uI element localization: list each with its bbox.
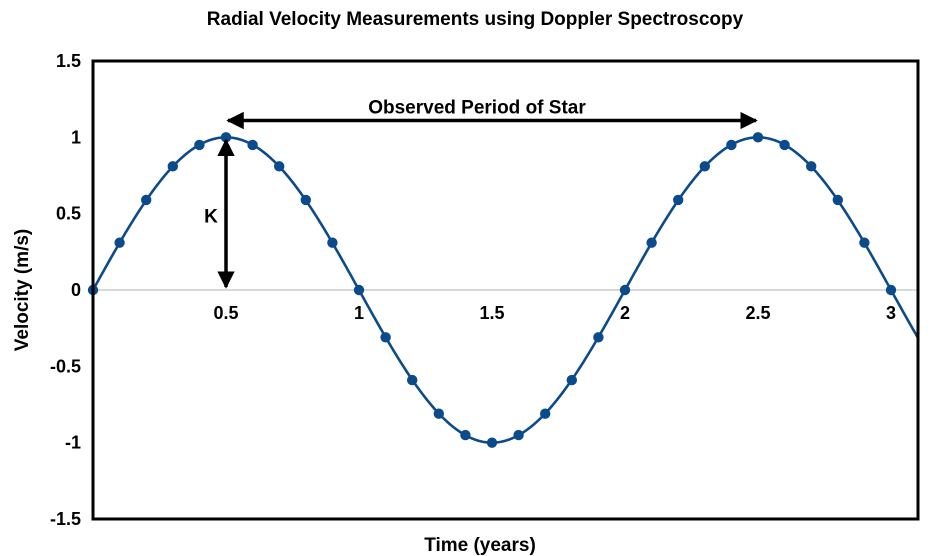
data-point [673, 194, 684, 206]
y-axis-label: Velocity (m/s) [12, 229, 33, 352]
data-point [540, 408, 551, 419]
data-point [380, 332, 391, 343]
x-tick-label: 2 [620, 303, 630, 323]
data-point [779, 139, 790, 151]
x-tick-label: 0.5 [213, 303, 238, 323]
chart-title: Radial Velocity Measurements using Doppl… [207, 9, 744, 30]
data-point [247, 139, 258, 151]
data-point [114, 237, 125, 248]
plot-area: 1.5 1 0.5 0 -0.5 -1 -1.5 0.5 1 1.5 2 2.5 3 Observed P… [50, 51, 920, 529]
data-point [726, 139, 737, 151]
data-point [699, 161, 710, 172]
y-tick-label: 0 [71, 280, 81, 300]
x-tick-label: 1.5 [479, 303, 504, 323]
data-point [486, 437, 498, 448]
data-point [752, 132, 764, 143]
data-point [619, 284, 631, 296]
data-point [433, 408, 444, 419]
data-point [300, 194, 311, 206]
data-point [274, 161, 285, 172]
data-point [141, 194, 152, 206]
period-label: Observed Period of Star [368, 98, 586, 119]
x-tick-label: 2.5 [745, 303, 770, 323]
data-point [460, 429, 471, 441]
y-tick-label: 1 [71, 127, 81, 147]
data-point [327, 237, 338, 248]
x-tick-label: 1 [354, 303, 364, 323]
data-point [167, 161, 178, 172]
data-point [885, 284, 897, 296]
data-point [194, 139, 205, 151]
data-point [593, 332, 604, 343]
data-point [806, 161, 817, 172]
data-point [513, 429, 524, 441]
amplitude-label: K [204, 207, 218, 228]
y-tick-label: -0.5 [50, 356, 81, 376]
y-tick-label: 1.5 [56, 51, 81, 71]
x-axis-label: Time (years) [424, 535, 536, 556]
y-tick-label: 0.5 [56, 204, 81, 224]
data-point [407, 374, 418, 386]
data-point [566, 374, 577, 386]
plot-frame [91, 59, 920, 521]
data-point [646, 237, 657, 248]
data-point [859, 237, 870, 248]
x-tick-label: 3 [886, 303, 896, 323]
data-point [832, 194, 843, 206]
y-tick-label: -1 [65, 433, 81, 453]
y-tick-label: -1.5 [50, 509, 81, 529]
data-point [353, 284, 365, 296]
